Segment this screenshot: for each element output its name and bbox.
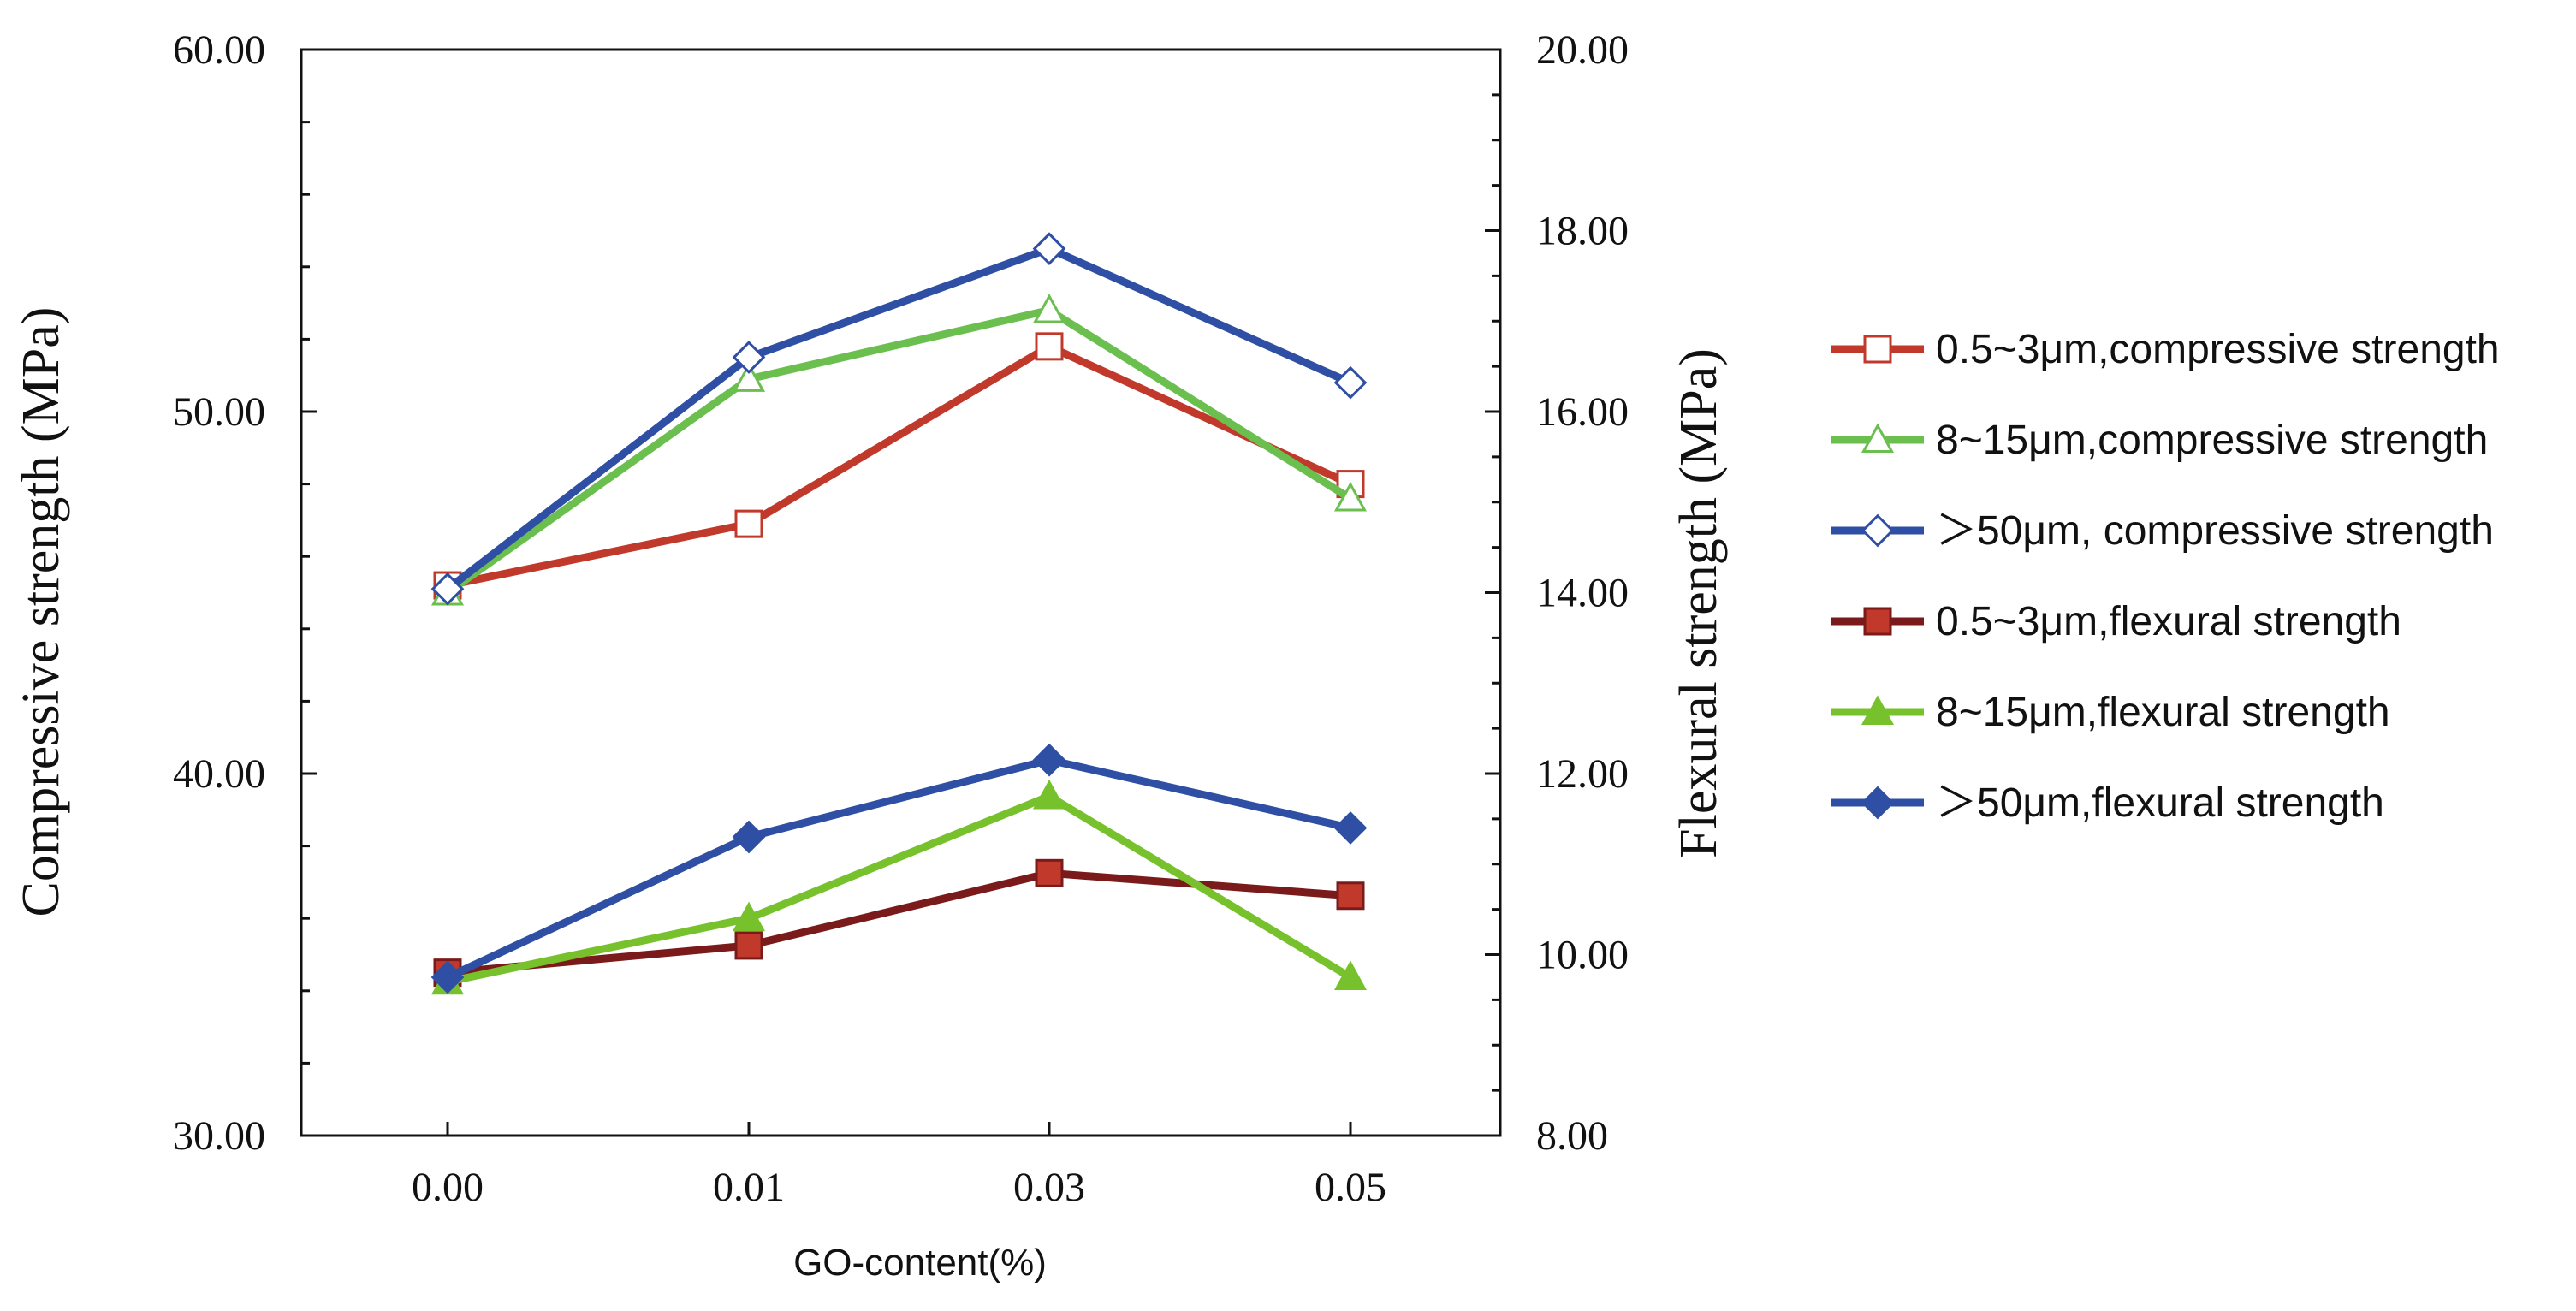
diamond-marker bbox=[1333, 811, 1368, 845]
series-5 bbox=[430, 743, 1368, 994]
triangle-marker bbox=[1032, 293, 1066, 323]
legend-label: 8~15μm,flexural strength bbox=[1936, 690, 2390, 735]
x-tick-label: 0.03 bbox=[1013, 1165, 1085, 1210]
diamond-marker bbox=[430, 572, 465, 606]
series-line bbox=[443, 756, 1355, 982]
square-marker bbox=[1863, 335, 1892, 364]
legend-item: 8~15μm,flexural strength bbox=[1831, 690, 2390, 735]
legend-label: 8~15μm,compressive strength bbox=[1936, 418, 2488, 463]
left-tick-label: 40.00 bbox=[173, 751, 265, 797]
square-marker bbox=[734, 931, 763, 960]
triangle-marker bbox=[1032, 779, 1066, 810]
legend-item: ＞50μm, compressive strength bbox=[1831, 508, 2494, 554]
diamond-marker bbox=[430, 960, 465, 994]
series-2 bbox=[430, 232, 1368, 606]
right-tick-label: 18.00 bbox=[1536, 209, 1629, 254]
diamond-marker bbox=[1861, 513, 1895, 548]
y-axis-left-title: Compressive strength (MPa) bbox=[12, 307, 70, 917]
triangle-marker bbox=[1861, 695, 1895, 725]
square-marker bbox=[1336, 881, 1365, 911]
diamond-marker bbox=[1333, 365, 1368, 400]
series-line bbox=[443, 342, 1355, 590]
left-tick-label: 50.00 bbox=[173, 389, 265, 435]
diamond-marker bbox=[1032, 743, 1066, 777]
triangle-marker bbox=[1333, 960, 1368, 990]
triangle-marker bbox=[1333, 481, 1368, 512]
legend-label: ＞50μm, compressive strength bbox=[1936, 508, 2494, 554]
x-tick-label: 0.00 bbox=[412, 1165, 484, 1210]
left-axis: 30.00 40.00 50.00 60.00 bbox=[173, 27, 317, 1159]
series-line bbox=[443, 306, 1355, 596]
left-tick-label: 30.00 bbox=[173, 1113, 265, 1159]
triangle-marker bbox=[1861, 423, 1895, 453]
right-tick-label: 12.00 bbox=[1536, 751, 1629, 797]
right-tick-label: 16.00 bbox=[1536, 389, 1629, 435]
series-layer bbox=[430, 232, 1368, 995]
diamond-marker bbox=[1861, 786, 1895, 820]
right-tick-label: 10.00 bbox=[1536, 933, 1629, 978]
series-line bbox=[443, 245, 1355, 593]
legend: 0.5~3μm,compressive strength 8~15μm,compr… bbox=[1831, 327, 2500, 826]
square-marker bbox=[1035, 858, 1064, 887]
triangle-marker bbox=[732, 362, 766, 392]
right-tick-label: 8.00 bbox=[1536, 1113, 1608, 1159]
legend-label: ＞50μm,flexural strength bbox=[1936, 780, 2384, 826]
legend-item: 0.5~3μm,compressive strength bbox=[1831, 327, 2500, 372]
series-line bbox=[443, 792, 1355, 986]
legend-item: 8~15μm,compressive strength bbox=[1831, 418, 2488, 463]
square-marker bbox=[1035, 332, 1064, 361]
x-tick-label: 0.01 bbox=[713, 1165, 785, 1210]
legend-label: 0.5~3μm,flexural strength bbox=[1936, 599, 2401, 644]
right-axis: 8.00 10.00 12.00 14.00 16.00 18.00 20.00 bbox=[1485, 27, 1629, 1159]
right-tick-label: 14.00 bbox=[1536, 571, 1629, 616]
series-4 bbox=[430, 779, 1368, 995]
x-axis-title: GO-content(%) bbox=[793, 1242, 1047, 1284]
right-tick-label: 20.00 bbox=[1536, 27, 1629, 73]
legend-item: ＞50μm,flexural strength bbox=[1831, 780, 2384, 826]
triangle-marker bbox=[732, 901, 766, 932]
diamond-marker bbox=[1032, 232, 1066, 266]
left-tick-label: 60.00 bbox=[173, 27, 265, 73]
diamond-marker bbox=[732, 341, 766, 374]
x-tick-label: 0.05 bbox=[1315, 1165, 1386, 1210]
legend-label: 0.5~3μm,compressive strength bbox=[1936, 327, 2500, 372]
x-axis: 0.00 0.01 0.03 0.05 bbox=[412, 1122, 1386, 1210]
legend-item: 0.5~3μm,flexural strength bbox=[1831, 599, 2401, 644]
square-marker bbox=[734, 509, 763, 538]
square-marker bbox=[1863, 607, 1892, 636]
y-axis-right-title: Flexural strength (MPa) bbox=[1670, 348, 1728, 858]
diamond-marker bbox=[732, 820, 766, 854]
